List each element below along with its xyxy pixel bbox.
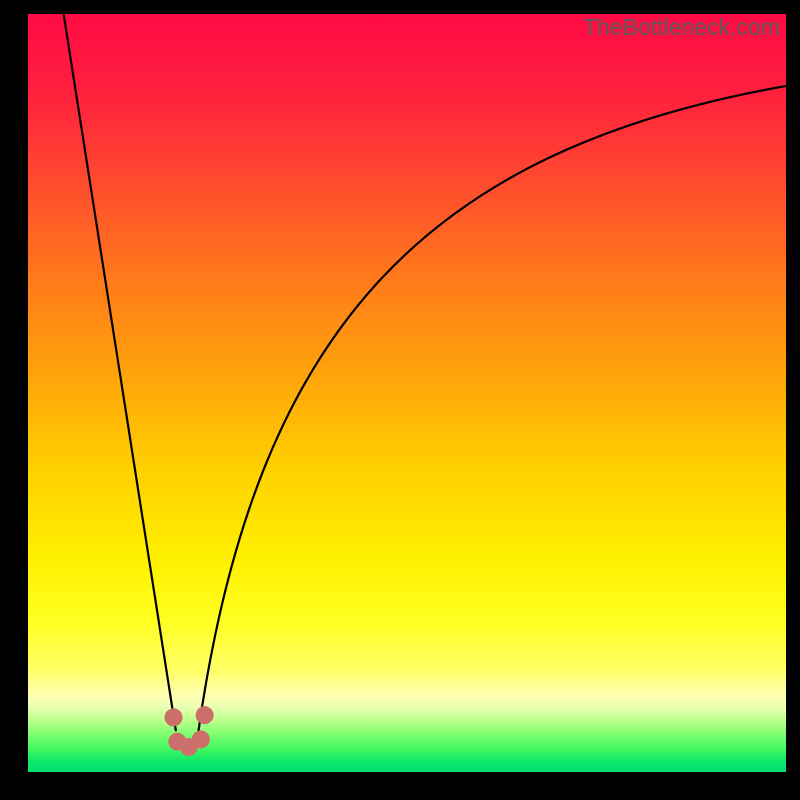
curve-right-branch [199, 86, 786, 730]
dip-marker [192, 730, 210, 748]
chart-frame: TheBottleneck.com [0, 0, 800, 800]
watermark-text: TheBottleneck.com [583, 14, 780, 41]
curve-layer [28, 14, 786, 772]
curve-left-branch [64, 14, 176, 730]
dip-marker [165, 708, 183, 726]
plot-area [28, 14, 786, 772]
dip-marker [196, 706, 214, 724]
